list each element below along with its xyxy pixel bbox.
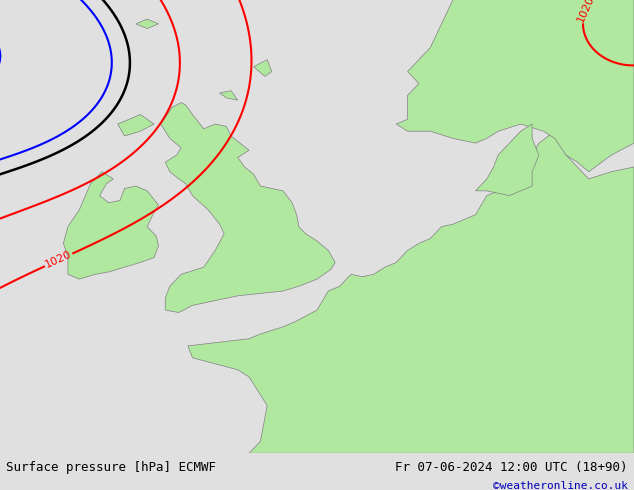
Polygon shape — [476, 124, 539, 196]
Polygon shape — [118, 115, 154, 136]
Text: ©weatheronline.co.uk: ©weatheronline.co.uk — [493, 481, 628, 490]
Polygon shape — [219, 91, 238, 100]
Polygon shape — [254, 60, 272, 76]
Polygon shape — [188, 131, 634, 453]
Text: Fr 07-06-2024 12:00 UTC (18+90): Fr 07-06-2024 12:00 UTC (18+90) — [395, 462, 628, 474]
Polygon shape — [161, 102, 335, 313]
Text: 1020: 1020 — [576, 0, 597, 24]
Polygon shape — [396, 0, 634, 172]
Text: Surface pressure [hPa] ECMWF: Surface pressure [hPa] ECMWF — [6, 462, 216, 474]
Polygon shape — [136, 19, 158, 28]
Text: 1020: 1020 — [44, 249, 74, 270]
Polygon shape — [63, 172, 158, 279]
